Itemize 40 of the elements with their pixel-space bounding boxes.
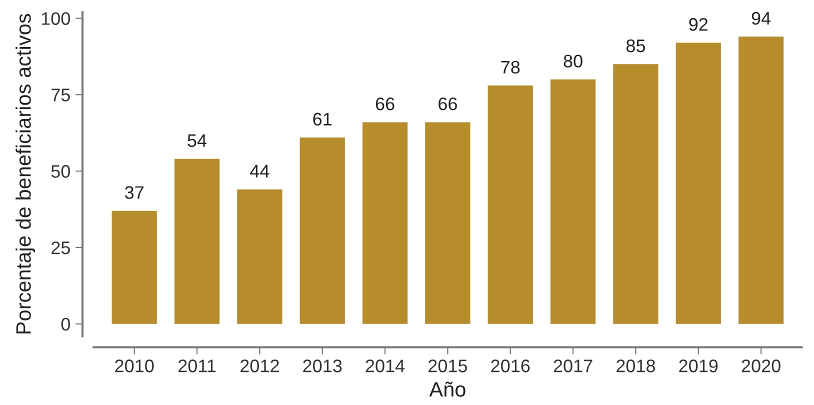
bar <box>237 189 282 324</box>
x-tick-label: 2018 <box>616 360 656 372</box>
bar <box>550 79 596 324</box>
data-label: 85 <box>626 39 645 52</box>
y-tick-label: 0 <box>61 318 70 331</box>
data-label: 44 <box>250 164 270 178</box>
y-tick-label: 50 <box>51 165 70 178</box>
x-tick-label: 2011 <box>178 360 216 372</box>
bar <box>738 36 784 324</box>
x-tick-label: 2017 <box>554 360 592 372</box>
data-label: 92 <box>689 18 708 31</box>
data-label: 78 <box>501 60 520 74</box>
x-tick-label: 2020 <box>742 360 780 372</box>
x-tick-label: 2010 <box>115 360 154 372</box>
x-tick-label: 2012 <box>240 360 279 372</box>
x-tick-label: 2016 <box>491 360 530 372</box>
y-tick-label: 75 <box>52 88 70 102</box>
bar <box>300 137 345 324</box>
data-label: 66 <box>438 98 457 110</box>
y-tick-label: 25 <box>52 241 70 254</box>
y-tick-label: 100 <box>42 12 70 25</box>
data-label: 54 <box>188 134 207 147</box>
data-label: 61 <box>313 112 332 126</box>
data-label: 37 <box>124 186 144 199</box>
bar <box>488 86 533 324</box>
y-axis-title: Porcentaje de beneficiarios activos <box>16 14 36 334</box>
x-tick-label: 2014 <box>366 360 405 372</box>
data-label: 94 <box>752 12 771 25</box>
bar <box>676 42 721 324</box>
x-tick-label: 2019 <box>679 360 718 372</box>
x-tick-label: 2015 <box>428 360 468 372</box>
bar <box>613 64 658 324</box>
data-label: 80 <box>564 54 582 68</box>
x-tick-label: 2013 <box>303 360 342 372</box>
bar <box>362 122 408 324</box>
x-axis-title: Año <box>429 382 466 397</box>
bar <box>425 122 470 324</box>
bar <box>112 210 157 324</box>
data-label: 66 <box>376 98 394 110</box>
bar <box>174 158 220 324</box>
